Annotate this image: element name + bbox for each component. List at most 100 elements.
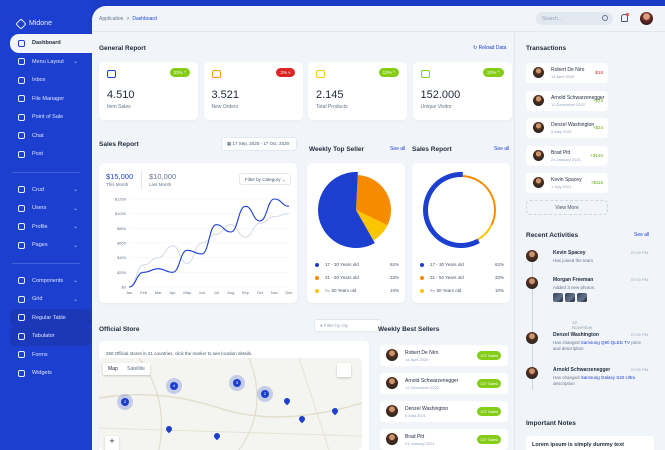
chevron-down-icon: ⌄ (72, 205, 78, 212)
activity-item[interactable]: Arnold Schwarzenegger 07:00 PM Has changed… (526, 367, 654, 397)
x-tick-label: Aug (227, 290, 234, 295)
sidebar-item-users[interactable]: Users ⌄ (0, 199, 92, 218)
transaction-item[interactable]: Brad Pitt 21 January 2021 +$140 (526, 145, 608, 166)
photo-thumbnail[interactable] (577, 293, 587, 302)
sidebar-item-tabulator[interactable]: Tabulator (10, 327, 92, 346)
x-tick-label: Oct (257, 290, 264, 295)
activity-description: Has changed Samsung Galaxy S20 Ultra des… (553, 375, 648, 387)
photo-thumbnail[interactable] (553, 293, 563, 302)
legend-item: >= 50 Years old 10% (420, 288, 504, 293)
filter-city-input[interactable]: ● Filter by city (314, 319, 382, 332)
sidebar-item-label: Profile (32, 223, 48, 230)
sidebar-item-crud[interactable]: Crud ⌄ (0, 181, 92, 200)
search-icon (602, 15, 608, 21)
map-cluster-marker[interactable]: 3 (229, 375, 245, 391)
best-seller-item[interactable]: Robert De Niro 14 April 2020 137 Sales (380, 345, 508, 366)
search-input[interactable]: Search... (536, 12, 613, 25)
logo-icon (15, 17, 27, 30)
photo-thumbnail[interactable] (565, 293, 575, 302)
legend-label: 17 - 30 Years old (430, 262, 464, 267)
line-series-1 (128, 198, 290, 288)
sidebar-item-widgets[interactable]: Widgets (0, 364, 92, 383)
activity-product-link[interactable]: Samsung Galaxy S20 Ultra (580, 375, 636, 380)
filter-category-select[interactable]: Filter by Category ⌄ (239, 173, 291, 185)
sidebar-item-point-of-sale[interactable]: Point of Sale (0, 108, 92, 127)
stat-card-item-sales[interactable]: 33% ^ 4.510 Item Sales (99, 62, 198, 120)
stat-card-unique-visitor[interactable]: 22% ^ 152.000 Unique Visitor (412, 62, 512, 120)
user-avatar[interactable] (640, 12, 653, 25)
chevron-down-icon: ⌄ (72, 242, 78, 249)
legend-label: >= 50 Years old (325, 288, 357, 293)
sidebar-item-components[interactable]: Components ⌄ (0, 272, 92, 291)
filter-city-placeholder: Filter by city (323, 323, 348, 328)
transaction-item[interactable]: Arnold Schwarzenegger 12 December 2022 +$7… (526, 90, 608, 111)
transaction-item[interactable]: Kevin Spacey 1 July 2021 +$116 (526, 173, 608, 193)
fullscreen-icon[interactable] (337, 363, 351, 377)
activity-time: 07:00 PM (630, 250, 648, 255)
stat-label: Total Products (316, 104, 348, 110)
legend-percent: 33% (494, 275, 504, 280)
bell-icon[interactable] (621, 14, 628, 22)
tabulator-icon (18, 332, 25, 340)
avatar (386, 349, 398, 361)
activity-item[interactable]: Morgan Freeman 07:00 PM Added 3 new photos (526, 277, 654, 307)
sidebar-item-label: Components (32, 277, 64, 284)
x-tick-label: Feb (140, 290, 148, 295)
legend-label: 17 - 30 Years old (325, 262, 359, 267)
sidebar-item-menu-layout[interactable]: Menu Layout ⌄ (0, 53, 92, 72)
x-tick-label: Sep (242, 290, 250, 295)
stat-value: 152.000 (420, 89, 461, 101)
sidebar-item-grid[interactable]: Grid ⌄ (0, 290, 92, 309)
sidebar-item-chat[interactable]: Chat (0, 127, 92, 146)
best-seller-item[interactable]: Brad Pitt 21 January 2021 137 Sales (380, 429, 508, 450)
avatar (526, 367, 538, 379)
stat-card-total-products[interactable]: 12% ^ 2.145 Total Products (308, 62, 407, 120)
reload-data-link[interactable]: ↻ Reload Data (473, 45, 506, 51)
weekly-top-seller-see-all[interactable]: See all (390, 146, 406, 152)
forms-icon (18, 351, 25, 359)
sidebar-item-inbox[interactable]: Inbox (0, 71, 92, 90)
best-seller-item[interactable]: Denzel Washington 5 May 2021 137 Sales (380, 401, 508, 422)
seller-name: Brad Pitt (405, 434, 425, 440)
map-cluster-marker[interactable]: 2 (117, 394, 133, 410)
sidebar-item-forms[interactable]: Forms (0, 346, 92, 365)
note-card[interactable]: Lorem ipsum is simply dummy text (526, 436, 654, 450)
sidebar-item-regular-table[interactable]: Regular Table (10, 308, 92, 327)
activity-item[interactable]: Denzel Washington 07:00 PM Has changed Sam… (526, 332, 654, 362)
seller-name: Denzel Washington (405, 406, 449, 412)
activity-item[interactable]: Kevin Spacey 07:00 PM Has joined the team (526, 250, 654, 280)
map-tab[interactable]: Map Satellite (103, 363, 150, 375)
activity-product-link[interactable]: Samsung Q90 QLED TV (580, 340, 630, 345)
sidebar-item-post[interactable]: Post (0, 145, 92, 164)
sales-donut-see-all[interactable]: See all (494, 146, 510, 152)
sidebar-item-dashboard[interactable]: Dashboard (10, 34, 92, 53)
app-name: Midone (29, 20, 52, 27)
components-icon (18, 277, 25, 285)
date-range-picker[interactable]: ▦ 17 Sep, 2020 - 17 Oct, 2020 (221, 137, 297, 151)
sidebar-item-label: Tabulator (32, 333, 55, 340)
sidebar-item-file-manager[interactable]: File Manager (0, 90, 92, 109)
transaction-amount: +$24 (592, 125, 603, 130)
view-more-button[interactable]: View More (526, 200, 608, 215)
map-cluster-marker[interactable]: 2 (257, 386, 273, 402)
app-logo[interactable]: Midone (0, 0, 92, 34)
store-map[interactable]: Map Satellite 2 4 3 2 + (99, 358, 362, 450)
seller-name: Robert De Niro (405, 350, 439, 356)
refresh-icon: ↻ (473, 45, 478, 51)
stat-card-new-orders[interactable]: 2% v 3.521 New Orders (203, 62, 303, 120)
transaction-item[interactable]: Robert De Niro 14 April 2020 -$18 (526, 63, 608, 83)
zoom-in-icon[interactable]: + (105, 436, 119, 450)
x-tick-label: Mar (155, 290, 163, 295)
best-seller-item[interactable]: Arnold Schwarzenegger 12 December 2022 137… (380, 373, 508, 394)
sidebar-item-profile[interactable]: Profile ⌄ (0, 218, 92, 237)
sidebar-item-pages[interactable]: Pages ⌄ (0, 236, 92, 255)
transaction-item[interactable]: Denzel Washington 5 May 2021 +$24 (526, 118, 608, 138)
breadcrumb-root[interactable]: Application (99, 15, 124, 22)
recent-activities-see-all[interactable]: See all (634, 232, 650, 238)
chevron-down-icon: ⌄ (72, 224, 78, 231)
x-tick-label: Apr (170, 290, 177, 295)
avatar (526, 277, 538, 289)
satellite-tab-label[interactable]: Satellite (127, 366, 145, 372)
sales-badge: 137 Sales (477, 435, 501, 444)
map-cluster-marker[interactable]: 4 (166, 378, 182, 394)
